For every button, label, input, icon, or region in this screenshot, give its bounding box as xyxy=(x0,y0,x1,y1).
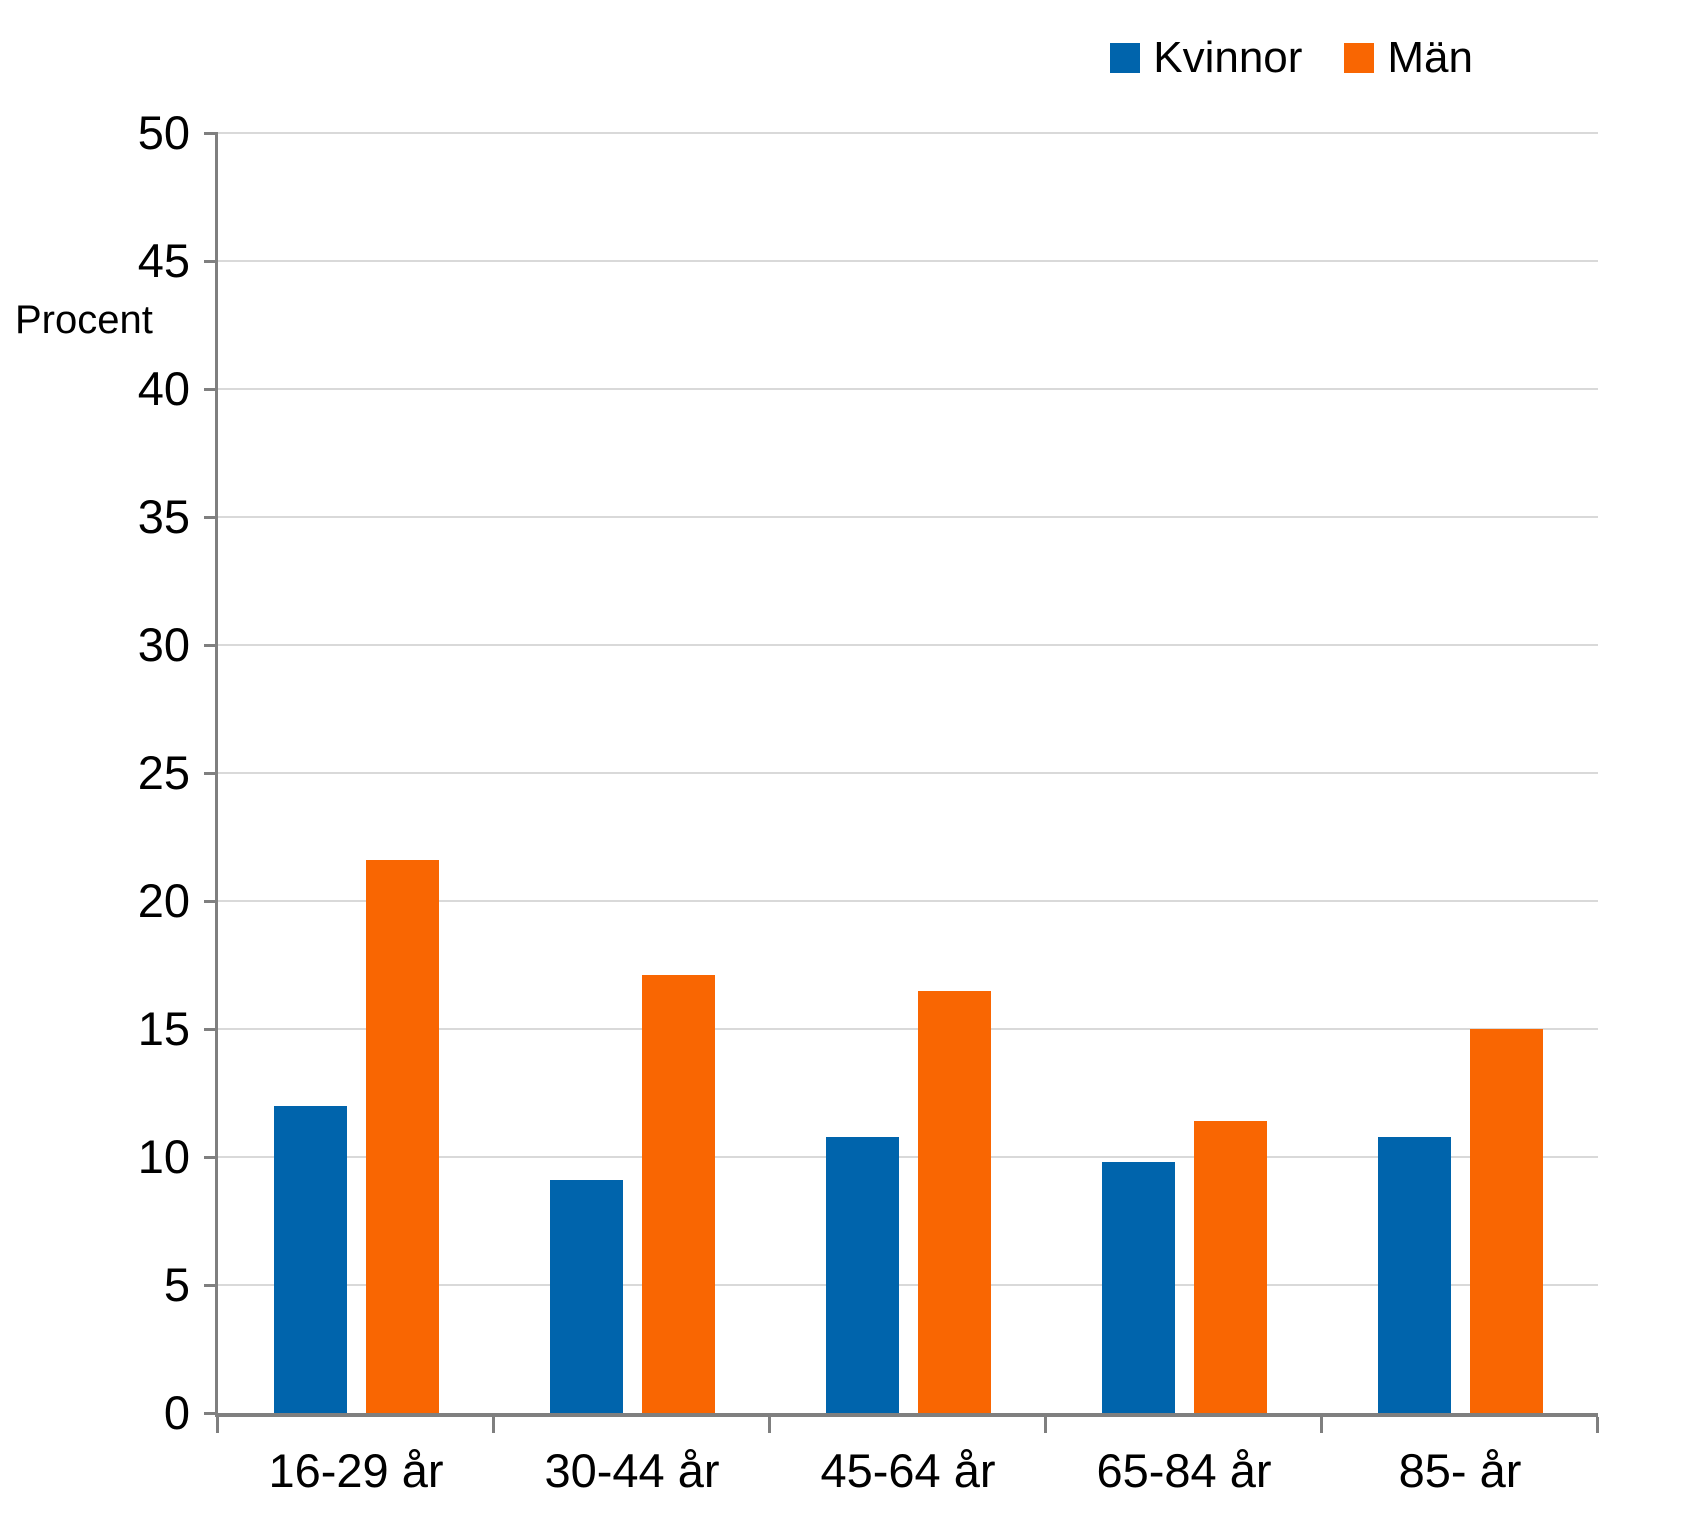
x-category-label: 45-64 år xyxy=(820,1444,996,1497)
y-axis-line xyxy=(215,133,218,1417)
legend-swatch-man-icon xyxy=(1344,43,1375,73)
y-tick-label: 15 xyxy=(137,1002,190,1055)
legend-label-kvinnor: Kvinnor xyxy=(1153,33,1303,82)
gridline xyxy=(218,516,1598,518)
y-tick-mark xyxy=(204,132,218,135)
y-tick-mark xyxy=(204,388,218,391)
y-tick-label: 0 xyxy=(163,1386,190,1439)
bar-kvinnor xyxy=(273,1105,347,1413)
y-tick-label: 40 xyxy=(137,362,190,415)
y-tick-mark xyxy=(204,516,218,519)
gridline xyxy=(218,1028,1598,1030)
y-tick-label: 30 xyxy=(137,618,190,671)
bar-man xyxy=(365,860,439,1413)
x-tick-mark xyxy=(1320,1417,1323,1433)
gridline xyxy=(218,260,1598,262)
y-tick-label: 50 xyxy=(137,106,190,159)
y-tick-mark xyxy=(204,772,218,775)
y-tick-mark xyxy=(204,260,218,263)
gridline xyxy=(218,772,1598,774)
y-tick-mark xyxy=(204,1284,218,1287)
x-tick-mark xyxy=(1044,1417,1047,1433)
gridline xyxy=(218,388,1598,390)
x-tick-mark xyxy=(1596,1417,1599,1433)
gridline xyxy=(218,1284,1598,1286)
legend-label-man: Män xyxy=(1387,33,1473,82)
bar-man xyxy=(1193,1121,1267,1413)
y-tick-mark xyxy=(204,900,218,903)
bar-kvinnor xyxy=(825,1136,899,1413)
x-category-label: 85- år xyxy=(1398,1444,1522,1497)
y-tick-label: 25 xyxy=(137,746,190,799)
gridline xyxy=(218,900,1598,902)
x-category-label: 65-84 år xyxy=(1096,1444,1272,1497)
bar-kvinnor xyxy=(1101,1162,1175,1413)
x-tick-mark xyxy=(492,1417,495,1433)
x-category-label: 30-44 år xyxy=(544,1444,720,1497)
x-tick-mark xyxy=(768,1417,771,1433)
x-tick-mark xyxy=(216,1417,219,1433)
y-tick-label: 35 xyxy=(137,490,190,543)
legend-swatch-kvinnor-icon xyxy=(1110,43,1141,73)
y-axis-title: Procent xyxy=(15,298,153,342)
gridline xyxy=(218,644,1598,646)
legend: Kvinnor Män xyxy=(1110,36,1473,80)
y-tick-label: 20 xyxy=(137,874,190,927)
bar-kvinnor xyxy=(549,1180,623,1413)
bar-kvinnor xyxy=(1377,1136,1451,1413)
bar-man xyxy=(641,975,715,1413)
gridline xyxy=(218,132,1598,134)
x-category-label: 16-29 år xyxy=(268,1444,444,1497)
y-tick-mark xyxy=(204,1028,218,1031)
legend-item-man: Män xyxy=(1344,36,1473,80)
y-tick-label: 45 xyxy=(137,234,190,287)
gridline xyxy=(218,1156,1598,1158)
y-tick-label: 5 xyxy=(163,1258,190,1311)
legend-item-kvinnor: Kvinnor xyxy=(1110,36,1302,80)
y-tick-label: 10 xyxy=(137,1130,190,1183)
x-axis-line xyxy=(215,1413,1598,1417)
y-tick-mark xyxy=(204,644,218,647)
y-tick-mark xyxy=(204,1412,218,1415)
y-tick-mark xyxy=(204,1156,218,1159)
bar-man xyxy=(917,990,991,1413)
bar-man xyxy=(1469,1029,1543,1413)
